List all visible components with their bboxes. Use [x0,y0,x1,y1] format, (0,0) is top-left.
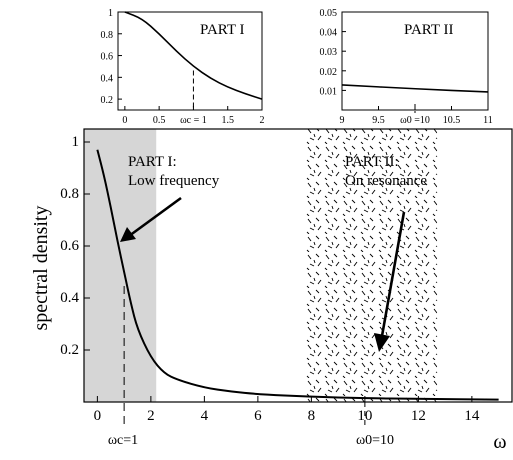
x-tick-label: 0 [94,408,102,424]
part1-arrow [120,196,182,242]
y-tick-label: 0.6 [60,238,79,254]
x-tick-label: 9 [340,115,345,126]
y-tick-label: 0.04 [320,28,338,39]
part1-region-shading [84,129,157,402]
y-axis-label: spectral density [30,206,52,331]
inset-part1-frame [117,11,263,111]
part1-label: PART I: [128,154,177,170]
x-tick-label: 2 [260,115,265,126]
y-tick-label: 0.05 [320,8,338,19]
spectral-density-curve [96,149,499,401]
x-tick-label: 2 [147,408,155,424]
inset-part2-curve [341,84,489,93]
x-tick-label: 12 [411,408,426,424]
inset-part2-title: PART II [404,22,454,38]
inset-part2-y-ticks: 0.01 0.02 0.03 0.04 0.05 [320,8,346,97]
inset-part1-x-ticks: 0 0.5 ωc = 1 1.5 2 [122,106,265,126]
main-y-ticks: 0.2 0.4 0.6 0.8 1 [60,134,90,358]
x-tick-label: 6 [254,408,262,424]
y-tick-label: 0.2 [101,95,114,106]
x-tick-label: 0.5 [153,115,166,126]
y-tick-label: 0.8 [101,30,114,41]
part2-arrow [374,211,406,352]
inset-part1-title: PART I [200,22,245,38]
y-tick-label: 0.02 [320,67,338,78]
y-tick-label: 0.2 [60,342,79,358]
part2-sublabel: On resonance [345,173,427,189]
x-axis-label: ω [493,431,506,453]
y-tick-label: 1 [108,8,113,19]
y-tick-label: 0.4 [101,73,114,84]
inset-part1-y-ticks: 0.2 0.4 0.6 0.8 1 [101,8,122,106]
x-tick-label: 1.5 [221,115,234,126]
main-plot-frame [83,128,513,403]
inset-part2-x-ticks: 9 9.5 ω0 =10 10.5 11 [340,106,493,126]
y-tick-label: 1 [72,134,80,150]
main-plot: 0 2 4 6 8 10 12 14 0.20.40.60.81 PART I: Low fr… [30,128,513,453]
y-tick-label: 0.6 [101,52,114,63]
x-tick-label: 9.5 [372,115,385,126]
y-tick-label: 0.4 [60,290,79,306]
y-tick-label: 0.03 [320,47,338,58]
x-tick-label: 11 [483,115,493,126]
part1-sublabel: Low frequency [128,173,220,189]
main-x-ticks: 0 2 4 6 8 10 12 14 [94,396,480,424]
x-tick-label: 4 [201,408,209,424]
part2-region-pattern [306,129,438,402]
x-tick-label: 10.5 [443,115,461,126]
x-tick-label: ωc = 1 [180,115,207,126]
inset-part2: PART II 9 9.5 ω0 =10 10.5 11 0.010.020.030.0… [320,8,493,126]
x-tick-label: 0 [122,115,127,126]
omega0-label: ω0=10 [356,433,394,448]
y-tick-label: 0.8 [60,186,79,202]
inset-part1: PART I 0 0.5 ωc = 1 1.5 2 0.2 0.4 0.6 0.8 1 [101,8,265,126]
x-tick-label: ω0 =10 [400,115,430,126]
y-tick-label: 0.01 [320,86,338,97]
part2-label: PART II: [345,154,399,170]
x-tick-label: 8 [308,408,316,424]
omega-c-label: ωc=1 [108,433,138,448]
inset-part1-curve [124,11,263,100]
x-tick-label: 14 [464,408,480,424]
